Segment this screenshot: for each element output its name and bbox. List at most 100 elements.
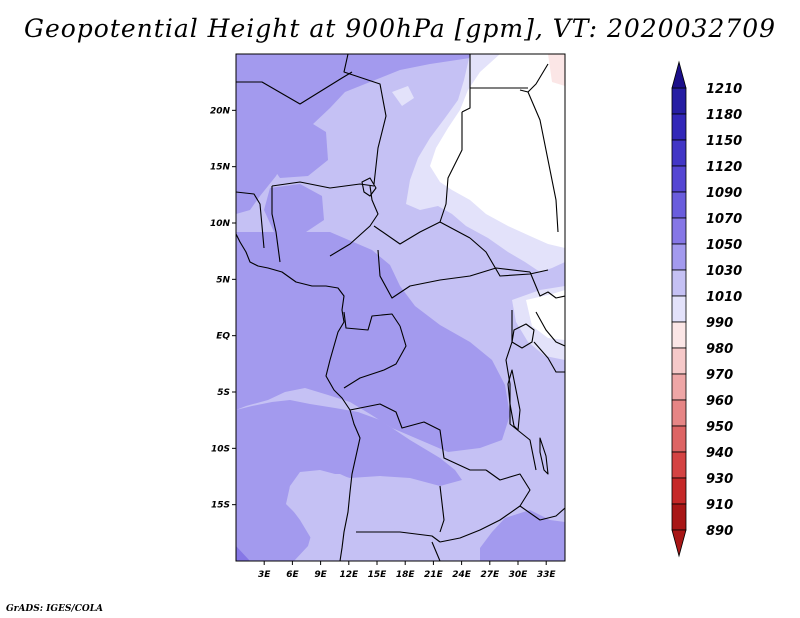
colorbar-bin [671,243,687,271]
colorbar-label: 890 [706,524,733,539]
y-tick-label: 20N [210,106,231,116]
border-zimbabwe [431,541,441,561]
border-chad-car [373,221,471,245]
field-1050-gulf [236,232,510,452]
x-tick-label: 30E [509,570,529,580]
border-libya-egypt [461,54,471,113]
border-niger-nigeria [271,181,375,189]
border-sudan-ethiopia [527,91,559,233]
colorbar-bin [671,347,687,375]
y-tick-label: 15S [211,501,230,511]
y-tick-label: 5S [217,388,230,398]
x-tick-label: 12E [339,570,359,580]
colorbar-label: 960 [706,394,733,409]
field-990-east-patch [526,290,565,340]
lake-chad [361,177,377,197]
colorbar-bin [671,165,687,193]
y-tick-label: 5N [216,275,230,285]
x-tick-label: 6E [286,570,299,580]
colorbar-bottom-arrow [671,529,687,558]
x-tick-label: 3E [258,570,271,580]
colorbar-label: 1010 [706,290,742,305]
border-congo-drc [343,325,407,389]
field-1050-southeast [480,510,565,561]
field-1050-blob-n2 [264,184,324,236]
coastline-west-africa [236,233,361,561]
colorbar-label: 1090 [706,186,742,201]
x-tick-label: 21E [424,570,444,580]
colorbar-label: 1030 [706,264,742,279]
x-tick-label: 18E [396,570,416,580]
border-mozambique [519,505,565,521]
colorbar-label: 1050 [706,238,742,253]
x-tick-label: 24E [452,570,472,580]
field-1030-southwest [288,474,372,546]
field-1050-west [236,54,470,214]
colorbar-bin [671,373,687,401]
chart-title: Geopotential Height at 900hPa [gpm], VT:… [23,14,777,43]
x-tick-label: 9E [314,570,327,580]
colorbar-label: 1070 [706,212,742,227]
colorbar: 1210 1180 1150 1120 1090 1070 1050 1030 1010 990 9… [671,60,742,558]
border-gabon-congo [343,311,401,331]
colorbar-label: 970 [706,368,733,383]
field-1030-southcentral [380,484,448,534]
border-car-drc [377,249,531,299]
x-tick-label: 33E [537,570,557,580]
colorbar-label: 950 [706,420,733,435]
border-nigeria-cameroon [329,185,379,257]
axes: 3E 6E 9E 12E 15E 18E 21E 24E 27E 30E 33E 20N 15N 10N 5… [210,106,556,580]
field-1010-north-hole [392,86,414,106]
border-ethiopia [529,271,565,299]
colorbar-bin [671,139,687,167]
colorbar-label: 1150 [706,134,742,149]
colorbar-bin [671,113,687,141]
colorbar-label: 910 [706,498,733,513]
colorbar-bin [671,451,687,479]
colorbar-bin [671,321,687,349]
y-tick-label: EQ [216,332,230,342]
field-1050-blob-n1 [266,116,328,178]
colorbar-bin [671,191,687,219]
footer-credit: GrADS: IGES/COLA [6,604,104,614]
colorbar-bin [671,503,687,531]
colorbar-label: 1120 [706,160,742,175]
border-kenya-tanzania [533,341,565,373]
field-990-far-north-east [430,54,565,248]
x-tick-label: 27E [480,570,500,580]
colorbar-label: 980 [706,342,733,357]
field-1050-south [236,400,462,561]
colorbar-top-arrow [671,60,687,89]
colorbar-label: 990 [706,316,733,331]
colorbar-bin [671,87,687,115]
border-algeria-libya [343,54,387,185]
border-drc-angola [349,403,486,471]
colorbar-label: 940 [706,446,733,461]
coastline-red-sea [519,63,549,93]
colorbar-bin [671,217,687,245]
lake-tanganyika [507,369,521,431]
field-1070-corner [236,546,250,561]
border-west-africa-2 [271,186,281,263]
lake-malawi [539,437,549,475]
border-south-sudan [469,237,549,277]
map-frame [235,53,566,562]
colorbar-label: 1210 [706,82,742,97]
colorbar-bin [671,269,687,297]
border-west-africa-1 [236,191,265,249]
x-tick-label: 15E [368,570,388,580]
y-tick-label: 10N [210,219,231,229]
coastlines-and-borders [236,54,565,561]
field-980-pink-corner [548,54,565,86]
colorbar-bin [671,295,687,323]
colorbar-bin [671,399,687,427]
border-mali [236,71,353,105]
border-east-africa [535,311,565,347]
border-angola-namibia [356,531,441,543]
colorbar-bin [671,477,687,505]
y-tick-label: 15N [210,163,231,173]
border-chad-sudan [439,112,463,223]
border-drc-east [505,310,537,471]
border-angola-zambia [439,485,445,533]
